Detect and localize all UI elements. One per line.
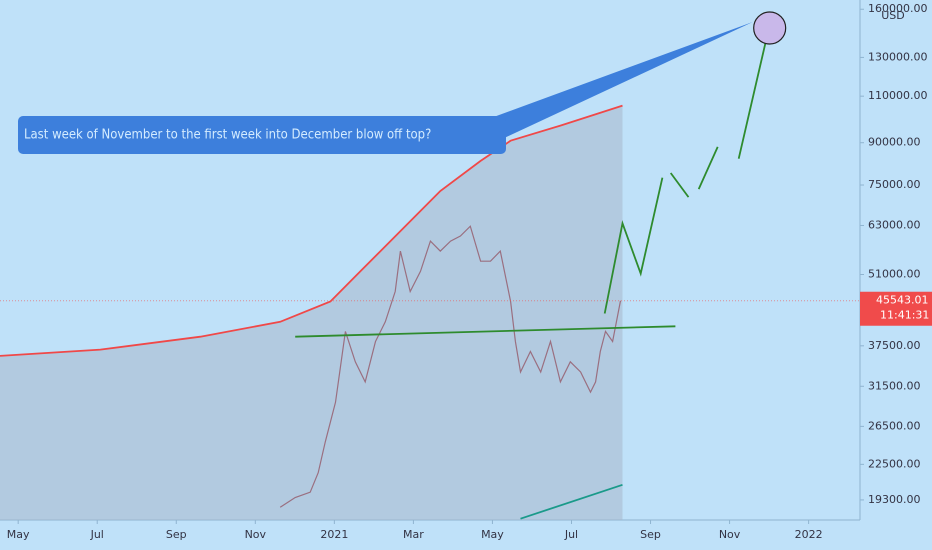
callout-text: Last week of November to the first week … — [24, 128, 431, 143]
y-tick-label: 160000.00 — [868, 2, 928, 15]
x-tick-label: Sep — [640, 528, 661, 541]
series-line — [279, 225, 622, 508]
target-circle — [753, 11, 787, 45]
series-line — [603, 19, 772, 314]
band-area — [0, 105, 623, 520]
y-tick-label: 75000.00 — [868, 178, 921, 191]
x-tick-label: May — [481, 528, 504, 541]
x-tick-label: 2022 — [795, 528, 823, 541]
y-tick-label: 26500.00 — [868, 419, 921, 432]
callout-box — [18, 116, 506, 154]
y-tick-label: 63000.00 — [868, 218, 921, 231]
x-tick-label: Mar — [403, 528, 424, 541]
x-tick-label: Jul — [564, 528, 578, 541]
last-price-badge — [860, 291, 932, 326]
y-tick-label: 51000.00 — [868, 267, 921, 280]
x-tick-label: 2021 — [320, 528, 348, 541]
currency-label: USD — [881, 9, 905, 22]
x-tick-label: Sep — [166, 528, 187, 541]
x-tick-label: Jul — [90, 528, 104, 541]
callout-pointer — [480, 22, 753, 140]
y-tick-label: 130000.00 — [868, 50, 928, 63]
last-price-label: 45543.01 — [876, 294, 929, 307]
x-tick-label: May — [7, 528, 30, 541]
y-tick-label: 19300.00 — [868, 493, 921, 506]
series-line — [295, 325, 676, 338]
y-tick-label: 110000.00 — [868, 89, 928, 102]
y-tick-label: 37500.00 — [868, 339, 921, 352]
series-line — [520, 483, 623, 520]
countdown-label: 11:41:31 — [880, 309, 929, 322]
y-tick-label: 90000.00 — [868, 136, 921, 149]
y-tick-label: 31500.00 — [868, 379, 921, 392]
x-tick-label: Nov — [719, 528, 741, 541]
y-tick-label: 22500.00 — [868, 457, 921, 470]
x-tick-label: Nov — [245, 528, 267, 541]
series-line — [0, 104, 623, 357]
